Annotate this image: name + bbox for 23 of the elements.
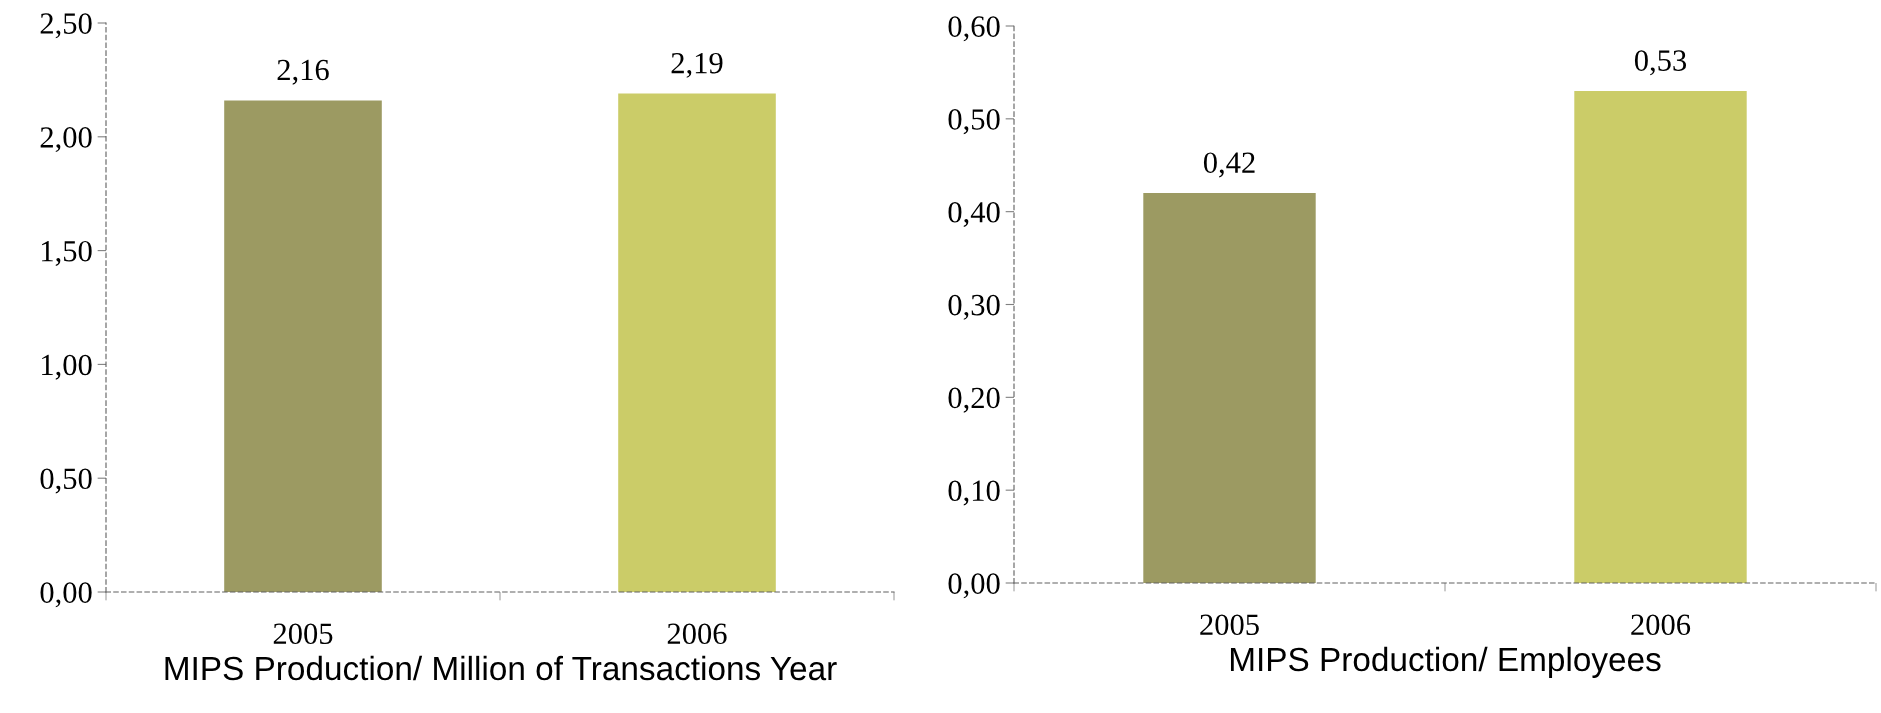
- y-tick-label: 2,50: [40, 13, 92, 39]
- y-tick-label: 0,00: [40, 582, 92, 608]
- y-tick-label: 0,50: [40, 468, 92, 494]
- x-axis-title: MIPS Production/ Employees: [1230, 646, 1661, 678]
- y-tick-label: 1,00: [42, 354, 92, 380]
- x-axis-title: MIPS Production/ Million of Transactions Year: [165, 655, 837, 681]
- y-tick-label: 0,60: [948, 16, 1000, 42]
- data-label: 2,19: [671, 52, 723, 78]
- data-label: 0,53: [1634, 50, 1687, 76]
- x-tick-label: 2006: [1631, 614, 1691, 636]
- x-tick-label: 2006: [667, 623, 727, 645]
- y-tick-label: 0,30: [948, 294, 1000, 320]
- data-label: 0,42: [1203, 152, 1255, 178]
- y-tick-label: 0,10: [948, 480, 1000, 506]
- y-tick-label: 2,00: [40, 127, 92, 153]
- x-tick-label: 2005: [1200, 614, 1259, 636]
- x-tick-label: 2005: [273, 623, 333, 645]
- y-tick-label: 0,40: [948, 201, 1000, 227]
- y-tick-label: 0,20: [948, 387, 1000, 413]
- data-label: 2,16: [277, 59, 329, 85]
- y-tick-label: 0,00: [948, 573, 1000, 599]
- y-tick-label: 0,50: [948, 109, 1000, 135]
- y-tick-label: 1,50: [42, 240, 92, 266]
